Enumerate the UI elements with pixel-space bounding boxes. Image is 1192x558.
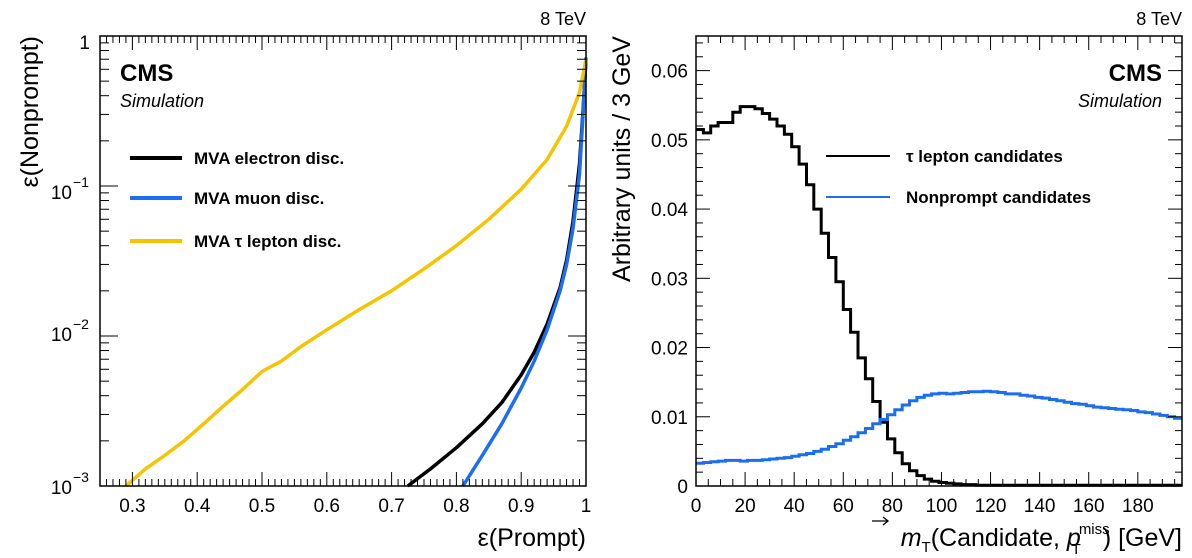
roc-curve-1 <box>461 57 588 487</box>
left-xtick-label: 0.3 <box>119 496 145 517</box>
right-energy-label: 8 TeV <box>1136 9 1182 29</box>
right-ytick-label: 0.05 <box>651 131 688 152</box>
left-ytick-exp-0.01: −2 <box>73 316 89 332</box>
left-xtick-label: 0.6 <box>314 496 340 517</box>
left-xtick-label: 0.4 <box>184 496 211 517</box>
right-xtick-label: 20 <box>735 496 756 517</box>
left-ticks <box>99 35 587 487</box>
left-ytick-label-0.01: 10 <box>51 325 72 346</box>
right-plot-frame <box>695 35 1183 487</box>
legend-label-tau-candidates: τ lepton candidates <box>906 147 1063 166</box>
left-cms-label: CMS <box>120 60 173 87</box>
left-panel: 8 TeV CMS Simulation MVA electron disc. … <box>16 9 591 552</box>
right-xtick-label: 180 <box>1122 496 1154 517</box>
left-energy-label: 8 TeV <box>540 9 586 29</box>
legend-label-nonprompt: Nonprompt candidates <box>906 188 1091 207</box>
right-ytick-label: 0.06 <box>651 62 688 83</box>
left-ytick-exp-0.001: −3 <box>73 469 89 485</box>
left-xtick-label: 0.5 <box>249 496 275 517</box>
right-y-axis-title: Arbitrary units / 3 GeV <box>608 36 636 282</box>
right-simulation-label: Simulation <box>1078 91 1162 111</box>
left-xtick-label: 0.9 <box>508 496 534 517</box>
left-simulation-label: Simulation <box>120 91 204 111</box>
right-ytick-label: 0.01 <box>651 408 688 429</box>
right-ytick-label: 0.02 <box>651 339 688 360</box>
left-xtick-label: 0.8 <box>443 496 469 517</box>
left-ytick-label-0.1: 10 <box>51 183 72 204</box>
right-xtick-label: 120 <box>975 496 1007 517</box>
right-ytick-labels: 0 0.01 0.02 0.03 0.04 0.05 0.06 <box>651 62 688 498</box>
right-ticks <box>695 36 1182 487</box>
left-ytick-label-1: 1 <box>79 33 90 54</box>
left-ytick-label-0.001: 10 <box>51 478 72 499</box>
right-xtick-label: 80 <box>882 496 903 517</box>
right-xtick-label: 0 <box>691 496 702 517</box>
right-xtick-label: 60 <box>833 496 854 517</box>
left-curves <box>124 57 588 488</box>
left-xtick-labels: 0.3 0.4 0.5 0.6 0.7 0.8 0.9 1 <box>119 496 591 517</box>
right-panel: 8 TeV CMS Simulation τ lepton candidates… <box>608 9 1183 558</box>
right-ytick-label: 0.04 <box>651 200 688 221</box>
left-plot-frame <box>99 35 587 487</box>
vector-arrow-icon <box>872 516 890 526</box>
right-ytick-label: 0.03 <box>651 269 688 290</box>
right-cms-label: CMS <box>1109 60 1162 87</box>
right-xtick-label: 100 <box>926 496 958 517</box>
right-x-axis-title: mT(Candidate, pmiss T) [GeV] <box>901 521 1182 558</box>
left-xtick-label: 0.7 <box>378 496 404 517</box>
roc-curve-2 <box>124 58 588 488</box>
roc-curve-0 <box>406 59 588 488</box>
right-xtick-label: 140 <box>1024 496 1056 517</box>
right-ytick-label: 0 <box>677 477 688 498</box>
right-legend: τ lepton candidates Nonprompt candidates <box>826 147 1091 207</box>
legend-label-muon: MVA muon disc. <box>194 189 324 208</box>
left-x-axis-title: ε(Prompt) <box>478 524 586 552</box>
right-xtick-label: 40 <box>784 496 805 517</box>
right-xtick-label: 160 <box>1073 496 1105 517</box>
left-ytick-exp-0.1: −1 <box>73 174 89 190</box>
histogram-1 <box>696 389 1182 465</box>
legend-label-tau: MVA τ lepton disc. <box>194 232 341 251</box>
right-xtick-labels: 0 20 40 60 80 100 120 140 160 180 <box>691 496 1154 517</box>
legend-label-electron: MVA electron disc. <box>194 149 344 168</box>
left-xtick-label: 1 <box>581 496 592 517</box>
left-y-axis-title: ε(Nonprompt) <box>16 36 44 187</box>
left-legend: MVA electron disc. MVA muon disc. MVA τ … <box>130 149 344 251</box>
